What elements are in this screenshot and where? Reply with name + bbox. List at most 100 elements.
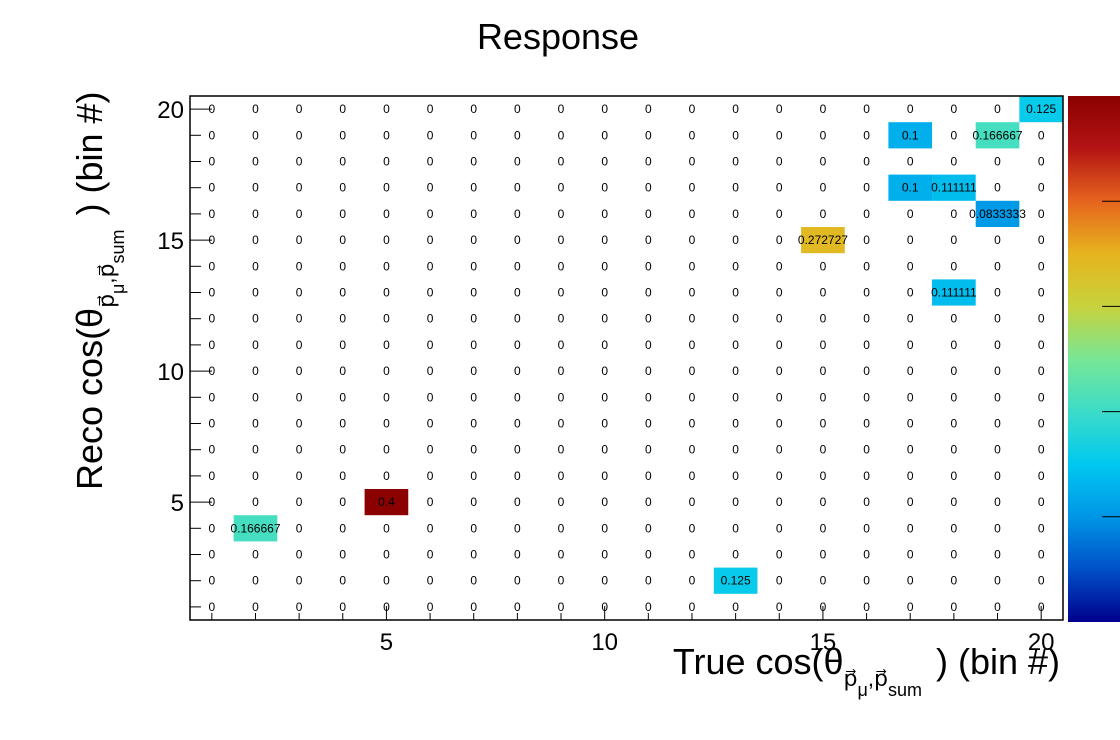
cell-label: 0: [339, 155, 346, 169]
cell-label: 0: [820, 495, 827, 509]
cell-label: 0: [296, 181, 303, 195]
cell-label: 0.0833333: [969, 207, 1026, 221]
cell-label: 0: [252, 102, 259, 116]
cell-label: 0: [689, 495, 696, 509]
cell-label: 0: [689, 338, 696, 352]
cell-label: 0: [994, 548, 1001, 562]
title-box: Response: [466, 10, 650, 64]
y-axis-label-pre: Reco cos(θ: [69, 308, 110, 490]
cell-label: 0: [907, 495, 914, 509]
cell-label: 0.1: [902, 181, 919, 195]
cell-label: 0: [907, 233, 914, 247]
cell-label: 0: [383, 233, 390, 247]
cell-label: 0: [689, 390, 696, 404]
cell-label: 0: [951, 102, 958, 116]
cell-label: 0: [296, 338, 303, 352]
cell-label: 0: [339, 364, 346, 378]
cell-label: 0: [470, 207, 477, 221]
cell-label: 0: [252, 155, 259, 169]
x-tick-label: 10: [591, 629, 618, 656]
cell-label: 0: [208, 128, 215, 142]
cell-label: 0: [339, 574, 346, 588]
cell-label: 0: [689, 128, 696, 142]
cell-label: 0: [776, 521, 783, 535]
cell-label: 0: [689, 233, 696, 247]
cell-label: 0: [994, 495, 1001, 509]
palette-bar: [1068, 96, 1120, 622]
cell-label: 0: [689, 364, 696, 378]
cell-label: 0: [907, 521, 914, 535]
cell-label: 0: [820, 443, 827, 457]
y-axis-label: Reco cos(θp⃗μ,p⃗sum) (bin #): [69, 91, 128, 490]
cell-label: 0: [558, 364, 565, 378]
cell-label: 0: [863, 469, 870, 483]
cell-label: 0: [558, 155, 565, 169]
cell-label: 0: [951, 521, 958, 535]
cell-label: 0: [514, 312, 521, 326]
cell-label: 0: [470, 390, 477, 404]
cell-label: 0: [208, 548, 215, 562]
color-palette: [1068, 96, 1120, 622]
cell-label: 0: [427, 443, 434, 457]
cell-label: 0: [732, 128, 739, 142]
cell-label: 0: [383, 312, 390, 326]
cell-label: 0: [601, 181, 608, 195]
cell-label: 0: [208, 574, 215, 588]
cell-label: 0: [820, 259, 827, 273]
cell-label: 0: [994, 286, 1001, 300]
y-tick-label: 5: [171, 490, 184, 517]
cell-label: 0: [296, 495, 303, 509]
cell-label: 0: [427, 155, 434, 169]
cell-label: 0: [601, 312, 608, 326]
cell-label: 0: [383, 286, 390, 300]
cell-label: 0: [427, 102, 434, 116]
cell-label: 0: [732, 233, 739, 247]
cell-label: 0: [689, 207, 696, 221]
cell-label: 0: [296, 259, 303, 273]
cell-label: 0: [208, 521, 215, 535]
cell-label: 0: [732, 338, 739, 352]
cell-label: 0: [339, 286, 346, 300]
cell-label: 0: [470, 181, 477, 195]
cell-label: 0: [339, 548, 346, 562]
cell-label: 0: [601, 390, 608, 404]
cell-label: 0: [601, 233, 608, 247]
cell-label: 0: [732, 207, 739, 221]
cell-label: 0: [1038, 574, 1045, 588]
cell-label: 0: [296, 600, 303, 614]
cell-label: 0: [383, 574, 390, 588]
cell-label: 0: [951, 600, 958, 614]
cell-label: 0: [558, 495, 565, 509]
cell-label: 0: [645, 338, 652, 352]
cell-label: 0: [951, 469, 958, 483]
cell-label: 0: [1038, 155, 1045, 169]
cell-label: 0: [994, 469, 1001, 483]
cell-label: 0: [296, 417, 303, 431]
cell-label: 0: [820, 102, 827, 116]
cell-label: 0: [296, 233, 303, 247]
cell-label: 0: [470, 574, 477, 588]
cell-label: 0: [776, 417, 783, 431]
cell-label: 0: [208, 259, 215, 273]
cell-label: 0: [383, 102, 390, 116]
cell-label: 0: [951, 155, 958, 169]
cell-label: 0: [820, 312, 827, 326]
cell-label: 0: [296, 469, 303, 483]
cell-label: 0: [863, 548, 870, 562]
cell-label: 0: [863, 155, 870, 169]
cell-label: 0: [689, 181, 696, 195]
cell-label: 0: [383, 443, 390, 457]
cell-label: 0: [994, 312, 1001, 326]
cell-label: 0: [470, 417, 477, 431]
cell-label: 0: [601, 574, 608, 588]
cell-label: 0: [776, 207, 783, 221]
cell-label: 0: [776, 181, 783, 195]
cell-label: 0: [470, 600, 477, 614]
cell-label: 0: [645, 548, 652, 562]
cell-label: 0: [907, 469, 914, 483]
y-tick-label: 10: [157, 359, 184, 386]
cell-label: 0: [252, 469, 259, 483]
cell-label: 0: [558, 312, 565, 326]
cell-label: 0: [383, 207, 390, 221]
cell-label: 0: [470, 312, 477, 326]
